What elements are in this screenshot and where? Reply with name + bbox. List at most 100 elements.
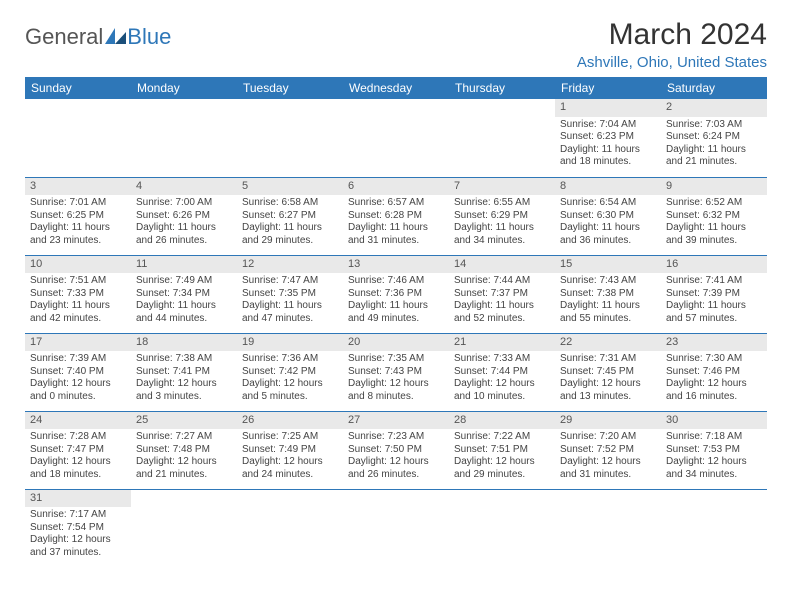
- daylight-text: Daylight: 11 hours and 47 minutes.: [242, 300, 338, 325]
- calendar-row: 31Sunrise: 7:17 AMSunset: 7:54 PMDayligh…: [25, 489, 767, 567]
- day-number: 11: [131, 256, 237, 274]
- calendar-cell: 22Sunrise: 7:31 AMSunset: 7:45 PMDayligh…: [555, 333, 661, 411]
- calendar-cell: 24Sunrise: 7:28 AMSunset: 7:47 PMDayligh…: [25, 411, 131, 489]
- day-number: 5: [237, 178, 343, 196]
- day-number: 20: [343, 334, 449, 352]
- day-body: Sunrise: 7:04 AMSunset: 6:23 PMDaylight:…: [555, 117, 661, 173]
- day-number: 12: [237, 256, 343, 274]
- calendar-cell: 28Sunrise: 7:22 AMSunset: 7:51 PMDayligh…: [449, 411, 555, 489]
- daylight-text: Daylight: 11 hours and 55 minutes.: [560, 300, 656, 325]
- calendar-cell: 19Sunrise: 7:36 AMSunset: 7:42 PMDayligh…: [237, 333, 343, 411]
- day-body: Sunrise: 7:51 AMSunset: 7:33 PMDaylight:…: [25, 273, 131, 329]
- sunset-text: Sunset: 7:39 PM: [666, 288, 762, 301]
- day-number: 29: [555, 412, 661, 430]
- day-number: 8: [555, 178, 661, 196]
- logo-text-general: General: [25, 24, 103, 50]
- day-body: Sunrise: 7:20 AMSunset: 7:52 PMDaylight:…: [555, 429, 661, 485]
- sunset-text: Sunset: 6:32 PM: [666, 210, 762, 223]
- sunset-text: Sunset: 7:54 PM: [30, 522, 126, 535]
- calendar-cell-empty: [449, 489, 555, 567]
- calendar-cell: 18Sunrise: 7:38 AMSunset: 7:41 PMDayligh…: [131, 333, 237, 411]
- day-body: Sunrise: 7:35 AMSunset: 7:43 PMDaylight:…: [343, 351, 449, 407]
- day-number: 1: [555, 99, 661, 117]
- daylight-text: Daylight: 12 hours and 21 minutes.: [136, 456, 232, 481]
- page-title: March 2024: [577, 18, 767, 52]
- sunrise-text: Sunrise: 7:28 AM: [30, 431, 126, 444]
- sunrise-text: Sunrise: 6:55 AM: [454, 197, 550, 210]
- day-body: Sunrise: 7:23 AMSunset: 7:50 PMDaylight:…: [343, 429, 449, 485]
- sunset-text: Sunset: 6:25 PM: [30, 210, 126, 223]
- header: General Blue March 2024 Ashville, Ohio, …: [25, 18, 767, 71]
- calendar-cell: 1Sunrise: 7:04 AMSunset: 6:23 PMDaylight…: [555, 99, 661, 177]
- calendar-cell: 12Sunrise: 7:47 AMSunset: 7:35 PMDayligh…: [237, 255, 343, 333]
- day-number: 2: [661, 99, 767, 117]
- calendar-row: 17Sunrise: 7:39 AMSunset: 7:40 PMDayligh…: [25, 333, 767, 411]
- sunrise-text: Sunrise: 7:30 AM: [666, 353, 762, 366]
- sunrise-text: Sunrise: 7:39 AM: [30, 353, 126, 366]
- day-body: Sunrise: 6:57 AMSunset: 6:28 PMDaylight:…: [343, 195, 449, 251]
- daylight-text: Daylight: 12 hours and 10 minutes.: [454, 378, 550, 403]
- day-number: 13: [343, 256, 449, 274]
- day-number: 4: [131, 178, 237, 196]
- sunrise-text: Sunrise: 7:33 AM: [454, 353, 550, 366]
- calendar-cell: 25Sunrise: 7:27 AMSunset: 7:48 PMDayligh…: [131, 411, 237, 489]
- daylight-text: Daylight: 11 hours and 44 minutes.: [136, 300, 232, 325]
- calendar-cell: 6Sunrise: 6:57 AMSunset: 6:28 PMDaylight…: [343, 177, 449, 255]
- sunset-text: Sunset: 6:29 PM: [454, 210, 550, 223]
- day-body: Sunrise: 7:22 AMSunset: 7:51 PMDaylight:…: [449, 429, 555, 485]
- day-body: Sunrise: 7:43 AMSunset: 7:38 PMDaylight:…: [555, 273, 661, 329]
- sunrise-text: Sunrise: 7:38 AM: [136, 353, 232, 366]
- sunrise-text: Sunrise: 7:43 AM: [560, 275, 656, 288]
- calendar-row: 24Sunrise: 7:28 AMSunset: 7:47 PMDayligh…: [25, 411, 767, 489]
- daylight-text: Daylight: 12 hours and 29 minutes.: [454, 456, 550, 481]
- day-number: 26: [237, 412, 343, 430]
- daylight-text: Daylight: 11 hours and 52 minutes.: [454, 300, 550, 325]
- day-body: Sunrise: 7:36 AMSunset: 7:42 PMDaylight:…: [237, 351, 343, 407]
- day-number: 18: [131, 334, 237, 352]
- calendar-cell-empty: [237, 489, 343, 567]
- day-number: 19: [237, 334, 343, 352]
- sunrise-text: Sunrise: 6:54 AM: [560, 197, 656, 210]
- calendar-cell: 20Sunrise: 7:35 AMSunset: 7:43 PMDayligh…: [343, 333, 449, 411]
- day-body: Sunrise: 7:38 AMSunset: 7:41 PMDaylight:…: [131, 351, 237, 407]
- calendar-cell: 23Sunrise: 7:30 AMSunset: 7:46 PMDayligh…: [661, 333, 767, 411]
- day-body: Sunrise: 7:17 AMSunset: 7:54 PMDaylight:…: [25, 507, 131, 563]
- sunrise-text: Sunrise: 7:01 AM: [30, 197, 126, 210]
- location: Ashville, Ohio, United States: [577, 54, 767, 71]
- calendar-cell: 3Sunrise: 7:01 AMSunset: 6:25 PMDaylight…: [25, 177, 131, 255]
- day-number: 14: [449, 256, 555, 274]
- calendar-cell: 26Sunrise: 7:25 AMSunset: 7:49 PMDayligh…: [237, 411, 343, 489]
- sunset-text: Sunset: 7:51 PM: [454, 444, 550, 457]
- sunrise-text: Sunrise: 7:23 AM: [348, 431, 444, 444]
- daylight-text: Daylight: 12 hours and 24 minutes.: [242, 456, 338, 481]
- daylight-text: Daylight: 12 hours and 5 minutes.: [242, 378, 338, 403]
- day-body: Sunrise: 7:31 AMSunset: 7:45 PMDaylight:…: [555, 351, 661, 407]
- daylight-text: Daylight: 12 hours and 8 minutes.: [348, 378, 444, 403]
- daylight-text: Daylight: 12 hours and 31 minutes.: [560, 456, 656, 481]
- day-number: 15: [555, 256, 661, 274]
- sunset-text: Sunset: 7:38 PM: [560, 288, 656, 301]
- sunrise-text: Sunrise: 7:35 AM: [348, 353, 444, 366]
- calendar-cell-empty: [661, 489, 767, 567]
- weekday-header: Wednesday: [343, 77, 449, 99]
- calendar-cell: 10Sunrise: 7:51 AMSunset: 7:33 PMDayligh…: [25, 255, 131, 333]
- sunrise-text: Sunrise: 7:04 AM: [560, 119, 656, 132]
- sunrise-text: Sunrise: 7:00 AM: [136, 197, 232, 210]
- day-number: 27: [343, 412, 449, 430]
- calendar-body: 1Sunrise: 7:04 AMSunset: 6:23 PMDaylight…: [25, 99, 767, 567]
- sunrise-text: Sunrise: 7:22 AM: [454, 431, 550, 444]
- calendar-row: 1Sunrise: 7:04 AMSunset: 6:23 PMDaylight…: [25, 99, 767, 177]
- sunset-text: Sunset: 7:37 PM: [454, 288, 550, 301]
- sunset-text: Sunset: 7:53 PM: [666, 444, 762, 457]
- daylight-text: Daylight: 11 hours and 29 minutes.: [242, 222, 338, 247]
- day-body: Sunrise: 7:33 AMSunset: 7:44 PMDaylight:…: [449, 351, 555, 407]
- daylight-text: Daylight: 12 hours and 16 minutes.: [666, 378, 762, 403]
- sunrise-text: Sunrise: 7:27 AM: [136, 431, 232, 444]
- calendar-cell-empty: [343, 99, 449, 177]
- weekday-header: Tuesday: [237, 77, 343, 99]
- sunrise-text: Sunrise: 7:20 AM: [560, 431, 656, 444]
- day-body: Sunrise: 7:00 AMSunset: 6:26 PMDaylight:…: [131, 195, 237, 251]
- calendar-cell-empty: [131, 99, 237, 177]
- sunrise-text: Sunrise: 7:18 AM: [666, 431, 762, 444]
- daylight-text: Daylight: 11 hours and 34 minutes.: [454, 222, 550, 247]
